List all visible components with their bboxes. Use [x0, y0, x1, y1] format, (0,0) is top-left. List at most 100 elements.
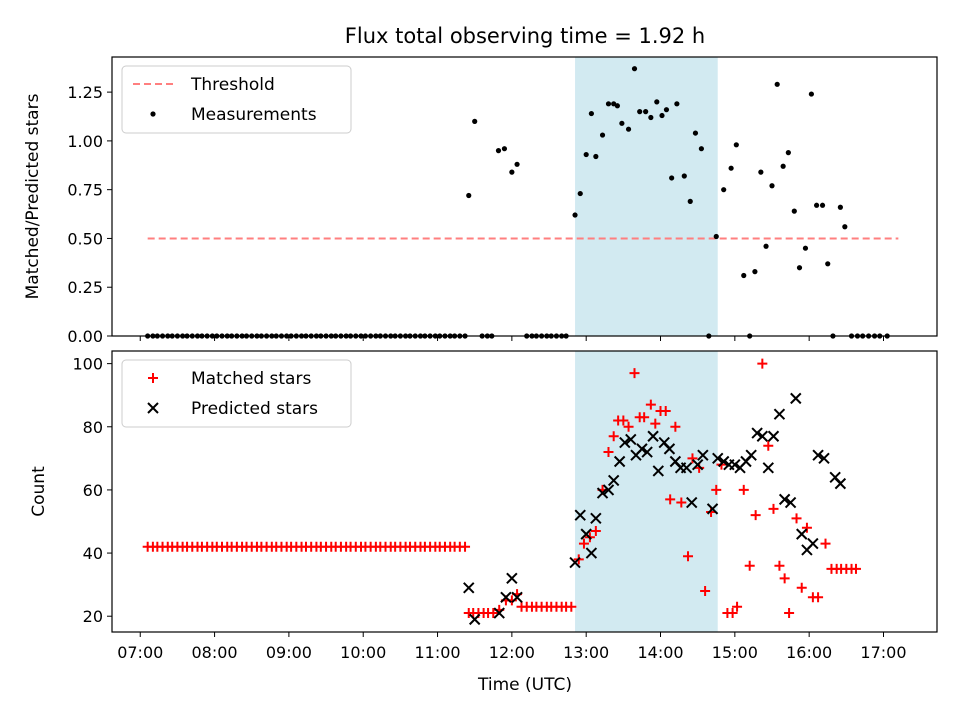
top-panel-ratio: 0.00 0.25 0.50 0.75 1.00 1.25 Matched/Predicte… [23, 56, 938, 346]
matched-point [820, 538, 831, 549]
measurement-point [509, 169, 515, 175]
y-axis-label: Matched/Predicted stars [23, 93, 43, 299]
matched-point [750, 510, 761, 521]
legend-box [121, 65, 352, 134]
measurement-point [791, 208, 797, 214]
predicted-point [647, 430, 659, 442]
measurement-point [593, 153, 599, 160]
measurement-point [698, 146, 704, 152]
matched-point [590, 525, 601, 536]
x-tick-label: 14:00 [637, 643, 683, 662]
matched-point [629, 368, 640, 379]
legend-label: Matched stars [191, 369, 311, 389]
measurement-point [614, 103, 621, 109]
matched-point [603, 447, 614, 458]
x-tick-label: 08:00 [192, 643, 238, 662]
measurement-point [663, 107, 670, 113]
predicted-point [767, 430, 780, 442]
predicted-point [574, 509, 586, 521]
legend-label: Threshold [190, 75, 275, 95]
legend-measurements-swatch [150, 111, 156, 117]
matched-point [796, 582, 807, 593]
matched-point [687, 453, 698, 464]
y-tick-label: 0.00 [67, 327, 103, 346]
legend-label: Measurements [191, 105, 317, 125]
matched-point [608, 431, 619, 442]
matched-point [650, 418, 661, 429]
x-tick-label: 10:00 [340, 643, 386, 662]
observing-window-span [575, 351, 718, 632]
predicted-point [790, 392, 802, 405]
predicted-point [500, 591, 512, 603]
observing-window-span [575, 57, 718, 336]
measurement-point [752, 269, 758, 275]
matched-point [744, 560, 755, 571]
axes-frame [111, 56, 938, 337]
predicted-point [796, 528, 808, 540]
measurement-point [599, 132, 606, 138]
measurement-point [659, 112, 665, 119]
measurement-point [466, 192, 472, 199]
matched-point [660, 405, 671, 416]
matched-point [813, 592, 824, 603]
matched-point [779, 573, 790, 584]
measurement-point [681, 173, 687, 179]
predicted-point [773, 408, 786, 420]
predicted-point [468, 613, 481, 626]
matched-point [578, 538, 589, 549]
measurement-point [472, 118, 478, 124]
matched-point [488, 608, 499, 619]
predicted-point [756, 430, 769, 442]
measurement-point [501, 146, 508, 152]
matched-point [784, 608, 795, 619]
predicted-point [585, 547, 598, 559]
predicted-point [511, 591, 523, 603]
measurement-point [741, 272, 747, 279]
predicted-point [663, 443, 676, 455]
measurement-point [637, 109, 643, 115]
measurement-point [669, 175, 675, 181]
matched-point [623, 421, 634, 432]
matched-point [676, 497, 687, 508]
predicted-point [812, 449, 824, 461]
measurement-point [631, 66, 638, 72]
measurement-point [495, 148, 502, 154]
x-tick-label: 13:00 [563, 643, 609, 662]
matched-point [727, 608, 738, 619]
x-tick-label: 16:00 [786, 643, 832, 662]
predicted-point [493, 607, 505, 619]
measurement-point [728, 165, 734, 171]
legend-box [121, 359, 352, 428]
matched-point [566, 601, 577, 612]
matched-point [645, 399, 656, 410]
predicted-point [613, 455, 626, 468]
predicted-point [463, 582, 475, 594]
measurement-point [780, 163, 786, 169]
measurement-point [654, 99, 660, 105]
predicted-point [625, 433, 637, 446]
y-tick-label: 0.75 [67, 181, 103, 200]
predicted-point [680, 462, 693, 474]
matched-point [639, 412, 650, 423]
measurement-point [674, 101, 680, 107]
matched-point [711, 484, 722, 495]
y-axis-label: Count [29, 466, 49, 517]
chart-title: Flux total observing time = 1.92 h [345, 24, 705, 48]
matched-point [738, 484, 749, 495]
measurement-point [588, 110, 594, 117]
predicted-point [686, 496, 698, 509]
legend-label: Predicted stars [191, 399, 318, 419]
measurement-point [713, 233, 719, 240]
predicted-point [712, 452, 724, 465]
predicted-point [784, 496, 797, 509]
predicted-point [590, 512, 602, 525]
predicted-point [745, 449, 757, 461]
measurement-point [605, 101, 612, 107]
x-tick-label: 12:00 [489, 643, 535, 662]
measurement-point [796, 265, 803, 271]
measurement-point [643, 109, 649, 115]
matched-point [774, 560, 785, 571]
matched-point [732, 601, 743, 612]
measurement-point [825, 261, 831, 267]
